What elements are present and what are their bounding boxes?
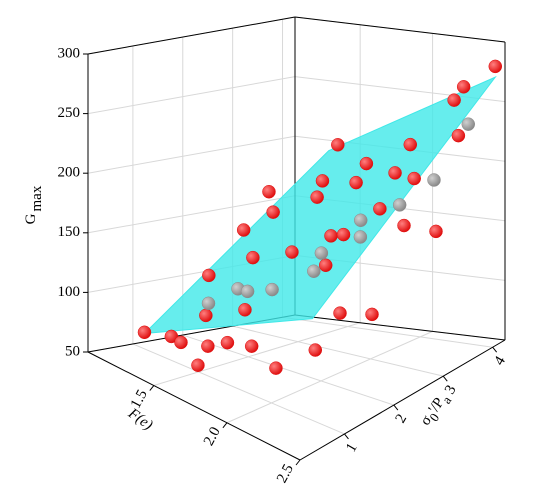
y-tick: [492, 346, 498, 353]
data-point: [174, 335, 188, 350]
z-axis-label-symbol: G: [23, 213, 39, 224]
data-point: [201, 339, 215, 353]
box-edge: [87, 351, 301, 461]
grid-line: [153, 322, 361, 386]
data-point: [488, 59, 503, 74]
grid-line: [182, 334, 395, 406]
y-tick-label: 4: [491, 353, 509, 368]
box-edge: [87, 16, 296, 55]
box-edge: [294, 16, 506, 43]
data-point: [199, 308, 213, 323]
data-point: [246, 250, 260, 265]
x-tick: [222, 422, 228, 429]
y-tick: [344, 433, 349, 440]
data-point: [308, 343, 323, 357]
data-point: [324, 229, 338, 243]
z-tick-label: 200: [58, 165, 81, 181]
data-point: [269, 361, 283, 375]
data-point: [349, 175, 363, 190]
y-tick-label: 1: [343, 440, 361, 454]
data-point: [336, 227, 351, 242]
data-point: [307, 264, 321, 278]
fitted-surface: [143, 75, 497, 335]
data-point: [240, 284, 255, 299]
data-point: [333, 306, 347, 320]
data-point: [201, 296, 216, 311]
data-point: [220, 335, 235, 350]
x-tick-label: 2.0: [201, 424, 224, 448]
y-tick-label: 3: [442, 383, 460, 397]
data-point: [315, 174, 330, 188]
z-tick-label: 100: [58, 284, 81, 300]
y-axis-label-mid: '/P: [426, 395, 448, 417]
z-axis-label: Gmax: [23, 185, 45, 224]
box-edge: [299, 339, 506, 461]
z-tick-label: 300: [58, 45, 81, 61]
y-tick: [442, 375, 448, 382]
data-point: [331, 138, 345, 152]
data-point: [137, 325, 152, 340]
data-point: [359, 156, 374, 171]
z-axis-label-sub: max: [29, 185, 45, 211]
data-point: [373, 202, 387, 216]
data-point: [191, 358, 205, 372]
data-point: [447, 93, 461, 107]
grid-line: [87, 195, 296, 234]
data-point: [427, 173, 441, 187]
data-point: [407, 171, 421, 186]
y-tick: [393, 404, 399, 411]
data-point: [314, 246, 329, 260]
z-tick-label: 150: [58, 224, 81, 240]
data-point: [238, 303, 252, 317]
data-point: [266, 205, 280, 219]
data-point: [262, 184, 276, 199]
data-point: [392, 198, 407, 212]
data-point: [456, 80, 471, 94]
data-point: [265, 282, 279, 297]
x-tick-label: 1.5: [128, 387, 151, 411]
data-point: [285, 245, 299, 259]
x-tick: [149, 385, 155, 391]
data-point: [353, 213, 368, 228]
data-point: [397, 218, 411, 233]
data-point: [429, 224, 443, 239]
grid-line: [226, 330, 433, 424]
data-point: [388, 166, 402, 180]
data-point: [353, 230, 368, 244]
grid-line: [232, 325, 444, 377]
data-point: [451, 128, 466, 143]
y-axis-label: σ0'/Pa: [418, 390, 455, 431]
x-tick-label: 2.5: [274, 462, 297, 486]
grid-line: [132, 343, 345, 435]
y-tick-label: 2: [393, 412, 411, 426]
data-point: [310, 190, 324, 204]
data-point: [202, 268, 216, 283]
data-point: [403, 137, 418, 152]
grid-line: [282, 316, 493, 348]
data-point: [244, 339, 259, 353]
z-tick-label: 250: [58, 105, 81, 121]
x-tick: [295, 459, 301, 466]
data-point: [365, 307, 379, 322]
z-tick-label: 50: [65, 343, 80, 359]
data-point: [318, 258, 333, 273]
box-edge: [294, 314, 506, 341]
grid-line: [87, 76, 296, 115]
grid-line: [87, 135, 296, 174]
data-point: [236, 223, 251, 237]
data-point: [461, 117, 476, 131]
